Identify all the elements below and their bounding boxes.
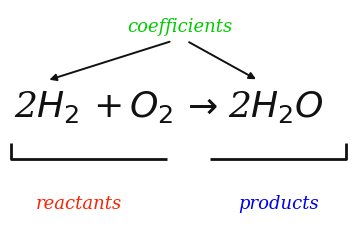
- Text: $\mathit{H}_2$: $\mathit{H}_2$: [36, 89, 79, 125]
- Text: $\rightarrow$: $\rightarrow$: [180, 90, 217, 124]
- Text: $\mathit{H}_2\mathit{O}$: $\mathit{H}_2\mathit{O}$: [250, 89, 323, 125]
- Text: 2: 2: [14, 90, 37, 124]
- Text: $+$: $+$: [93, 90, 122, 124]
- Text: 2: 2: [228, 90, 251, 124]
- Text: reactants: reactants: [36, 195, 122, 213]
- Text: coefficients: coefficients: [127, 18, 232, 36]
- Text: products: products: [238, 195, 318, 213]
- Text: $\mathit{O}_2$: $\mathit{O}_2$: [129, 89, 173, 125]
